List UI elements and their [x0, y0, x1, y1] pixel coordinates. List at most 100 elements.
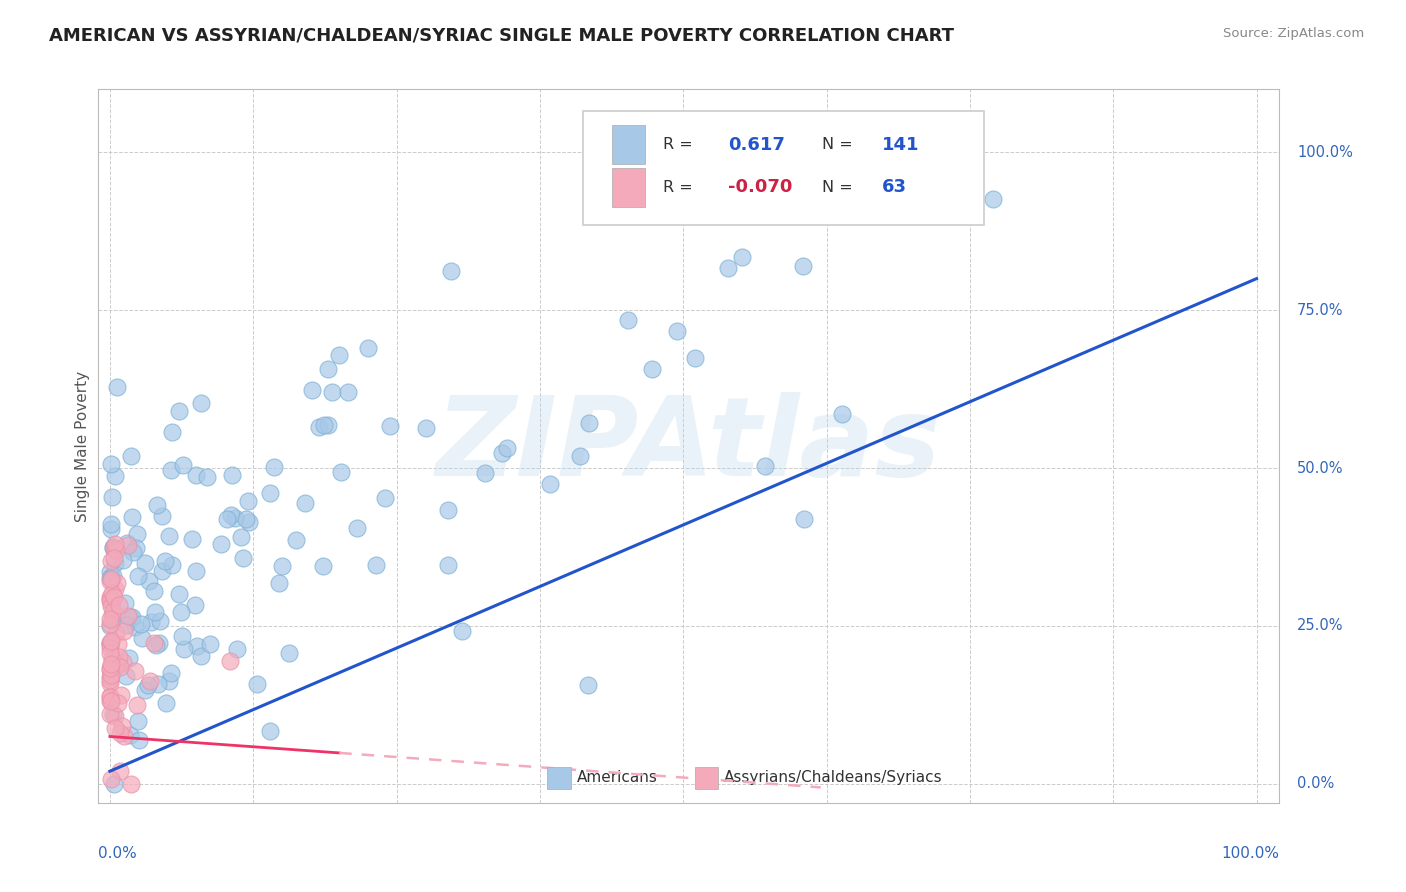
Point [160, 558, 183, 572]
Point [139, 673, 162, 688]
Point [170, 629, 193, 643]
Point [100, 554, 122, 568]
Point [225, 642, 247, 657]
FancyBboxPatch shape [695, 767, 718, 789]
Point [162, 425, 184, 440]
Point [159, 529, 181, 543]
Point [107, 598, 129, 612]
Point [100, 592, 122, 607]
Text: N =: N = [823, 137, 853, 152]
Point [925, 149, 948, 163]
Point [285, 533, 308, 548]
Point [209, 537, 232, 551]
Point [167, 404, 190, 418]
FancyBboxPatch shape [612, 125, 645, 164]
Point [170, 606, 193, 620]
Point [100, 574, 122, 588]
Point [104, 582, 127, 596]
Point [576, 677, 599, 691]
Point [259, 723, 281, 738]
Point [111, 553, 134, 567]
Point [98, 689, 121, 703]
Point [474, 466, 496, 480]
Point [173, 642, 195, 657]
Point [101, 541, 124, 555]
Point [103, 777, 125, 791]
Point [98, 690, 121, 704]
Point [357, 342, 380, 356]
Point [100, 522, 122, 536]
Point [294, 496, 316, 510]
Point [107, 696, 129, 710]
Point [148, 636, 170, 650]
Point [328, 348, 350, 362]
Point [103, 653, 125, 667]
Point [100, 660, 122, 674]
Point [117, 609, 139, 624]
Point [100, 586, 122, 600]
Point [98, 676, 121, 690]
Text: -0.070: -0.070 [728, 178, 793, 196]
Point [142, 635, 165, 649]
Point [150, 508, 173, 523]
Point [221, 467, 243, 482]
Point [364, 558, 387, 572]
Point [311, 559, 333, 574]
Point [149, 615, 172, 629]
Point [125, 527, 148, 541]
Point [232, 551, 254, 566]
Text: 100.0%: 100.0% [1298, 145, 1353, 160]
Point [238, 515, 260, 529]
Point [110, 688, 132, 702]
Point [224, 511, 246, 525]
Point [153, 554, 176, 568]
Point [172, 458, 194, 472]
Point [100, 570, 122, 584]
Point [100, 668, 122, 682]
Text: 141: 141 [882, 136, 920, 153]
Point [112, 655, 135, 669]
Point [100, 595, 122, 609]
Point [100, 694, 122, 708]
Point [321, 385, 343, 400]
Point [138, 574, 160, 589]
Point [155, 696, 177, 710]
Point [98, 571, 121, 585]
Text: 50.0%: 50.0% [1298, 460, 1344, 475]
Point [118, 609, 141, 624]
Point [104, 537, 127, 551]
Point [104, 469, 127, 483]
Point [754, 459, 776, 474]
Point [378, 418, 401, 433]
Point [190, 396, 212, 410]
Point [128, 733, 150, 747]
FancyBboxPatch shape [612, 168, 645, 207]
Point [98, 612, 121, 626]
Point [103, 550, 125, 565]
Point [301, 383, 323, 397]
Point [121, 609, 143, 624]
Point [101, 604, 124, 618]
Point [112, 729, 135, 743]
Y-axis label: Single Male Poverty: Single Male Poverty [75, 370, 90, 522]
Point [184, 468, 207, 483]
Point [374, 491, 396, 506]
Point [98, 593, 121, 607]
Point [98, 660, 121, 674]
Point [104, 709, 127, 723]
Text: 63: 63 [882, 178, 907, 196]
Point [129, 617, 152, 632]
Point [415, 421, 437, 435]
Point [98, 670, 121, 684]
Point [100, 457, 122, 471]
Point [436, 503, 458, 517]
Text: R =: R = [664, 180, 693, 194]
Point [181, 532, 204, 546]
Point [195, 470, 218, 484]
Point [98, 636, 121, 650]
Text: Assyrians/Chaldeans/Syriacs: Assyrians/Chaldeans/Syriacs [724, 771, 943, 785]
Point [167, 587, 190, 601]
Point [105, 576, 128, 591]
Point [101, 607, 124, 622]
Point [115, 669, 138, 683]
